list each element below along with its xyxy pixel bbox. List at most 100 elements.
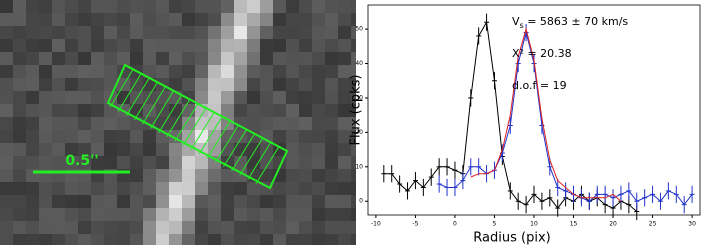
x-axis-label: Radius (pix) xyxy=(473,231,550,246)
pixel xyxy=(273,221,286,234)
pixel xyxy=(0,117,13,130)
pixel xyxy=(117,26,130,39)
pixel xyxy=(65,91,78,104)
pixel xyxy=(234,91,247,104)
pixel xyxy=(104,182,117,195)
slit-hatch xyxy=(239,137,264,176)
pixel xyxy=(286,169,299,182)
pixel xyxy=(234,169,247,182)
pixel xyxy=(312,221,325,234)
pixel xyxy=(143,195,156,208)
pixel xyxy=(260,104,273,117)
pixel xyxy=(182,0,195,13)
pixel xyxy=(52,39,65,52)
pixel xyxy=(52,156,65,169)
pixel xyxy=(286,65,299,78)
image-panel: 0.5'' xyxy=(0,0,356,247)
pixel xyxy=(312,234,325,247)
pixel xyxy=(39,39,52,52)
pixel xyxy=(182,208,195,221)
pixel xyxy=(338,26,351,39)
pixel xyxy=(338,143,351,156)
pixel xyxy=(221,104,234,117)
pixel xyxy=(39,13,52,26)
y-tick-label: 30 xyxy=(355,94,363,101)
pixel xyxy=(52,221,65,234)
pixel xyxy=(143,0,156,13)
pixel xyxy=(325,26,338,39)
pixel xyxy=(338,169,351,182)
pixel xyxy=(65,26,78,39)
pixel xyxy=(338,0,351,13)
pixel xyxy=(325,65,338,78)
pixel xyxy=(13,52,26,65)
pixel xyxy=(52,182,65,195)
pixel xyxy=(78,234,91,247)
pixel xyxy=(169,0,182,13)
slit-hatch xyxy=(158,94,183,134)
pixel xyxy=(325,130,338,143)
pixel xyxy=(52,130,65,143)
pixel xyxy=(260,91,273,104)
pixel xyxy=(299,39,312,52)
pixel xyxy=(117,52,130,65)
pixel xyxy=(273,130,286,143)
pixel xyxy=(260,234,273,247)
pixel xyxy=(169,52,182,65)
pixel xyxy=(52,65,65,78)
pixel xyxy=(221,221,234,234)
pixel xyxy=(130,39,143,52)
pixel xyxy=(39,104,52,117)
pixel xyxy=(234,13,247,26)
pixel xyxy=(221,182,234,195)
pixel xyxy=(13,104,26,117)
pixel xyxy=(156,156,169,169)
pixel xyxy=(325,156,338,169)
pixel xyxy=(182,26,195,39)
pixel xyxy=(260,65,273,78)
pixel xyxy=(78,104,91,117)
pixel xyxy=(221,26,234,39)
pixel xyxy=(65,65,78,78)
pixel xyxy=(117,182,130,195)
pixel xyxy=(299,0,312,13)
pixel xyxy=(286,91,299,104)
pixel xyxy=(221,52,234,65)
slit-hatch xyxy=(150,90,175,129)
pixel xyxy=(299,130,312,143)
pixel xyxy=(26,182,39,195)
pixel xyxy=(13,182,26,195)
pixel xyxy=(312,0,325,13)
pixel xyxy=(52,195,65,208)
pixel xyxy=(286,221,299,234)
pixel xyxy=(208,0,221,13)
pixel xyxy=(26,39,39,52)
pixel xyxy=(286,143,299,156)
pixel xyxy=(351,234,356,247)
pixel xyxy=(182,65,195,78)
pixel xyxy=(286,182,299,195)
pixel xyxy=(351,0,356,13)
pixel xyxy=(0,221,13,234)
pixel xyxy=(52,234,65,247)
pixel xyxy=(182,117,195,130)
pixel xyxy=(182,104,195,117)
x-tick-label: 15 xyxy=(570,221,578,228)
pixel xyxy=(338,182,351,195)
pixel xyxy=(286,13,299,26)
pixel xyxy=(104,26,117,39)
pixel xyxy=(13,234,26,247)
pixel xyxy=(221,208,234,221)
pixel xyxy=(273,91,286,104)
pixel xyxy=(169,234,182,247)
pixel xyxy=(143,234,156,247)
pixel xyxy=(39,234,52,247)
pixel xyxy=(182,182,195,195)
slit-hatch xyxy=(133,81,158,121)
pixel xyxy=(13,78,26,91)
pixel xyxy=(0,13,13,26)
pixel xyxy=(91,156,104,169)
pixel xyxy=(78,221,91,234)
pixel xyxy=(182,169,195,182)
pixel xyxy=(156,104,169,117)
